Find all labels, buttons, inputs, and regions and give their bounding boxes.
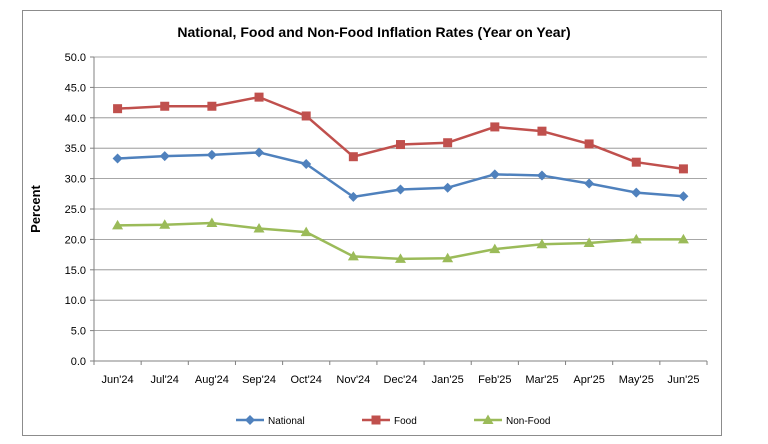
x-tick-label: Aug'24 [195, 374, 229, 386]
legend-item: Non-Food [474, 414, 550, 427]
data-point [301, 159, 312, 170]
x-tick-label: Jun'25 [667, 374, 699, 386]
data-point [584, 178, 595, 189]
data-point [489, 243, 501, 254]
x-tick-label: Jun'24 [102, 374, 134, 386]
legend-marker [245, 415, 255, 425]
x-tick-label: Mar'25 [525, 374, 558, 386]
data-point [630, 233, 642, 244]
legend-label: National [268, 416, 305, 427]
data-point [631, 187, 642, 198]
x-tick-label: Dec'24 [384, 374, 418, 386]
y-axis-label: Percent [28, 184, 43, 232]
x-tick-label: Sep'24 [242, 374, 276, 386]
data-point [300, 226, 312, 237]
data-point [678, 191, 689, 202]
data-point [112, 219, 124, 230]
y-tick-label: 50.0 [65, 52, 86, 64]
series-line [117, 95, 684, 171]
data-point [584, 139, 594, 149]
y-tick-label: 25.0 [65, 204, 86, 216]
y-tick-label: 40.0 [65, 113, 86, 125]
legend-item: National [236, 415, 305, 427]
data-point [301, 111, 311, 121]
data-point [253, 222, 265, 233]
y-tick-label: 15.0 [65, 265, 86, 277]
x-tick-label: Oct'24 [290, 374, 321, 386]
data-point [490, 122, 500, 132]
data-point [159, 219, 171, 229]
data-point [348, 191, 359, 202]
x-tick-label: Jul'24 [151, 374, 179, 386]
legend-marker [482, 414, 494, 424]
legend-marker [371, 415, 381, 425]
data-point [442, 252, 454, 263]
data-point [442, 182, 453, 193]
legend-label: Food [394, 416, 417, 427]
data-point [536, 238, 548, 249]
series-non-food [112, 217, 689, 263]
data-point [443, 138, 453, 148]
data-point [254, 92, 264, 102]
y-tick-label: 0.0 [71, 356, 86, 368]
x-tick-label: Jan'25 [432, 374, 464, 386]
series-layer [112, 92, 689, 263]
data-point [583, 237, 595, 248]
data-point [160, 101, 170, 111]
x-tick-label: May'25 [619, 374, 654, 386]
data-point [254, 147, 265, 158]
data-point [112, 153, 123, 164]
data-point [113, 104, 123, 114]
data-point [677, 233, 689, 244]
axes [90, 56, 708, 365]
y-tick-label: 20.0 [65, 234, 86, 246]
y-tick-label: 35.0 [65, 143, 86, 155]
legend-label: Non-Food [506, 416, 550, 427]
x-tick-labels: Jun'24 Jul'24 Aug'24 Sep'24 Oct'24 Nov'24 Dec'… [102, 374, 700, 386]
data-point [206, 217, 218, 227]
chart-title: National, Food and Non-Food Inflation Ra… [177, 24, 570, 40]
legend-item: Food [362, 415, 417, 427]
x-tick-label: Feb'25 [478, 374, 511, 386]
y-tick-label: 30.0 [65, 174, 86, 186]
y-tick-labels: 0.0 5.0 10.0 15.0 20.0 25.0 30.0 35.0 40.0 45.0 50… [65, 52, 86, 368]
data-point [395, 184, 406, 195]
data-point [631, 157, 641, 167]
data-point [537, 126, 547, 136]
series-national [112, 147, 689, 202]
gridlines [94, 56, 707, 332]
x-tick-label: Apr'25 [573, 374, 604, 386]
data-point [348, 152, 358, 162]
data-point [678, 164, 688, 174]
x-tick-label: Nov'24 [336, 374, 370, 386]
y-tick-label: 5.0 [71, 326, 86, 338]
series-food [113, 92, 688, 174]
data-point [207, 101, 217, 111]
chart-frame [22, 10, 722, 436]
data-point [489, 169, 500, 180]
y-tick-label: 10.0 [65, 295, 86, 307]
data-point [347, 250, 359, 261]
data-point [536, 170, 547, 181]
data-point [395, 253, 406, 263]
y-tick-label: 45.0 [65, 82, 86, 94]
data-point [396, 140, 405, 150]
data-point [159, 151, 170, 162]
legend: National Food Non-Food [236, 414, 550, 427]
data-point [206, 149, 217, 160]
